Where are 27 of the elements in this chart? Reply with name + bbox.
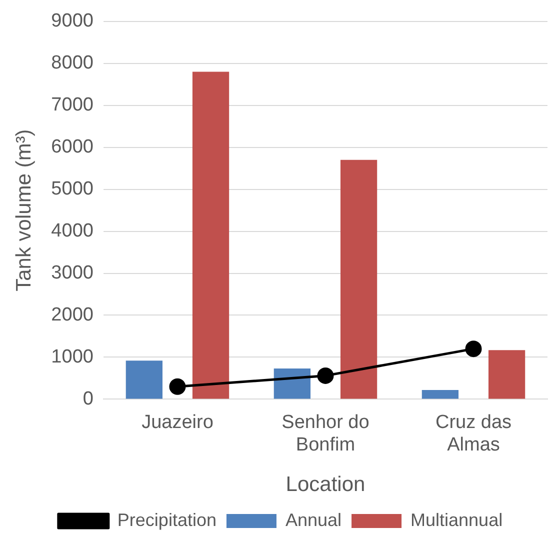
legend-label: Annual [285,510,342,530]
y-tick-label: 5000 [51,178,94,200]
x-tick-label: Cruz das Almas [435,412,512,456]
y-tick-label: 7000 [51,94,94,116]
y-tick-label: 9000 [51,10,94,32]
x-axis-title: Location [286,473,366,496]
bar [192,72,230,399]
y-tick-label: 8000 [51,52,94,74]
legend-label: Multiannual [410,510,503,530]
y-tick-label: 4000 [51,220,94,242]
y-tick-label: 1000 [51,346,94,368]
y-tick-label: 0 [82,388,94,410]
point [465,340,482,358]
point [169,378,186,395]
y-axis-title: Tank volume (m³) [12,129,36,292]
legend-label: Precipitation [117,510,216,530]
bar [422,390,459,399]
bar [488,350,526,399]
y-tick-label: 2000 [51,304,94,326]
x-tick-label: Juazeiro [142,412,214,433]
bar [340,160,378,399]
point [317,367,334,384]
x-tick-label: Senhor do Bonfim [282,412,370,456]
bar [126,360,162,399]
bar [274,368,310,399]
y-tick-label: 6000 [51,136,94,158]
y-tick-label: 3000 [51,262,94,284]
